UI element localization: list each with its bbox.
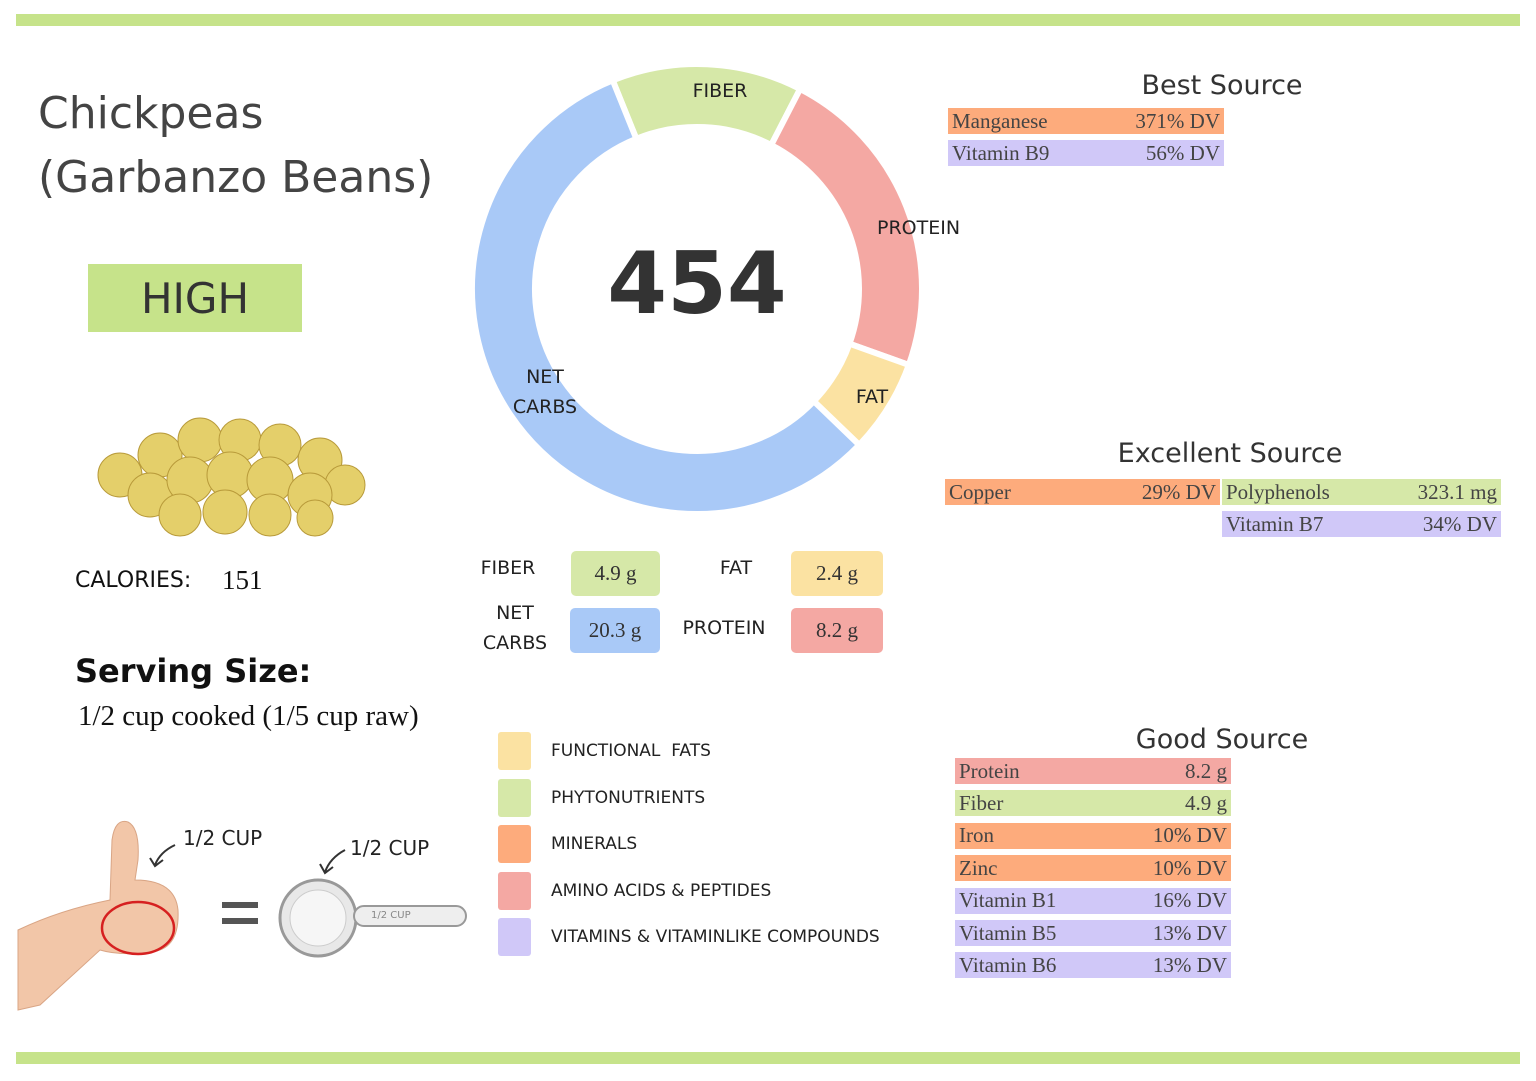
nutrient-value: 13% DV [1152,920,1227,945]
source-row: Vitamin B7 34% DV [1222,511,1501,538]
nutrient-name: Vitamin B6 [959,952,1057,977]
source-row: Iron 10% DV [955,822,1231,849]
serving-title: Serving Size: [75,652,312,690]
nutrient-value: 323.1 mg [1417,479,1497,504]
nutrient-name: Fiber [959,790,1004,815]
nutrient-value: 10% DV [1152,855,1227,880]
donut-center-value: 454 [607,234,787,334]
source-row: Vitamin B6 13% DV [955,952,1231,979]
macro-label: FIBER [480,557,536,579]
legend-label: VITAMINS & VITAMINLIKE COMPOUNDS [551,927,880,947]
legend-label: AMINO ACIDS & PEPTIDES [551,880,772,901]
source-row: Manganese 371% DV [948,108,1224,134]
legend-swatch [498,918,531,956]
legend-label: PHYTONUTRIENTS [551,787,706,808]
macro-value: 4.9 g [571,551,660,596]
top-bar [16,14,1520,26]
legend-swatch [498,825,531,863]
nutrient-value: 4.9 g [1185,790,1227,815]
cup-label: 1/2 CUP [350,836,430,860]
nutrient-name: Protein [959,758,1020,783]
source-title: Best Source [1141,70,1303,101]
donut-label: PROTEIN [877,217,961,239]
nutrient-name: Vitamin B5 [959,920,1057,945]
serving-illustration [17,820,467,1011]
calories-label: CALORIES: [75,568,192,593]
hand-label: 1/2 CUP [183,826,263,850]
donut-label: FIBER [692,80,748,102]
macro-value: 2.4 g [791,551,883,596]
source-row: Polyphenols 323.1 mg [1222,479,1501,505]
legend-label: FUNCTIONAL FATS [551,741,711,761]
donut-segment [469,76,864,517]
source-row: Zinc 10% DV [955,855,1231,882]
nutrient-name: Polyphenols [1226,479,1330,504]
nutrient-name: Iron [959,823,994,848]
rating: HIGH [88,264,302,332]
title: Chickpeas [38,88,264,139]
nutrient-value: 10% DV [1152,823,1227,848]
nutrient-value: 56% DV [1145,140,1220,165]
nutrient-name: Vitamin B1 [959,888,1057,913]
source-title: Excellent Source [1117,438,1343,469]
nutrient-value: 8.2 g [1185,758,1227,783]
bottom-bar [16,1052,1520,1064]
source-row: Copper 29% DV [945,479,1220,505]
serving-text: 1/2 cup cooked (1/5 cup raw) [78,700,419,732]
nutrient-name: Zinc [959,855,998,880]
calories-value: 151 [222,565,263,595]
legend-swatch [498,871,531,910]
nutrient-value: 16% DV [1152,888,1227,913]
macro-value: 20.3 g [570,608,660,653]
legend-swatch [498,778,531,817]
source-row: Fiber 4.9 g [955,790,1231,817]
legend-label: MINERALS [551,834,638,854]
source-row: Vitamin B1 16% DV [955,887,1231,914]
macro-label: PROTEIN [682,617,766,639]
source-title: Good Source [1135,724,1309,755]
cup-handle-label: 1/2 CUP [371,910,411,921]
subtitle: (Garbanzo Beans) [38,152,434,203]
nutrient-value: 34% DV [1422,511,1497,536]
chickpeas-image [97,417,366,537]
nutrient-name: Copper [949,479,1011,504]
source-row: Protein 8.2 g [955,758,1231,784]
nutrient-value: 371% DV [1135,108,1220,133]
nutrient-name: Vitamin B7 [1226,511,1324,536]
nutrient-name: Manganese [952,108,1048,133]
donut-label: NET CARBS [512,366,578,418]
macro-label: FAT [719,557,753,579]
nutrient-value: 13% DV [1152,952,1227,977]
source-row: Vitamin B5 13% DV [955,920,1231,946]
nutrient-name: Vitamin B9 [952,140,1050,165]
source-row: Vitamin B9 56% DV [948,140,1224,167]
donut-label: FAT [855,386,889,408]
legend-swatch [498,732,531,770]
nutrient-value: 29% DV [1141,479,1216,504]
macro-label: NET CARBS [482,602,548,654]
macro-value: 8.2 g [791,608,883,653]
